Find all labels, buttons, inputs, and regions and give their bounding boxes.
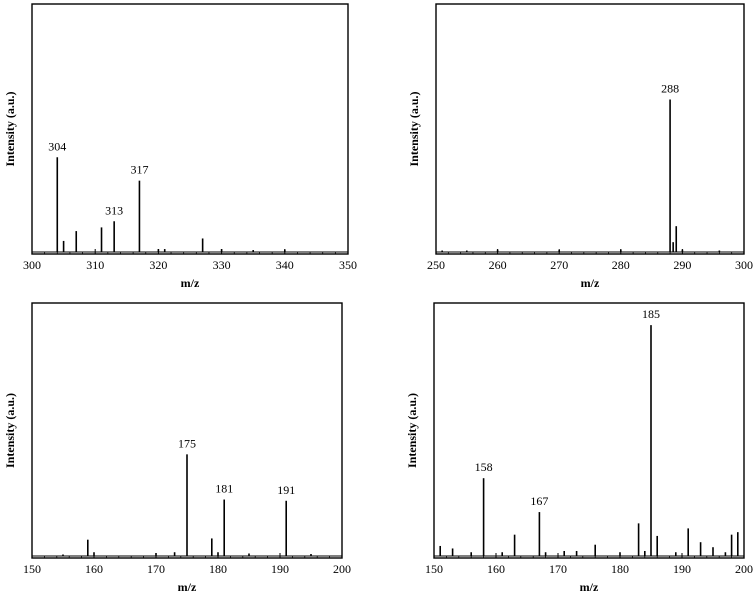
x-tick-label: 300 [735, 258, 753, 272]
peak-label-185: 185 [642, 307, 660, 321]
x-tick-label: 260 [489, 258, 507, 272]
x-tick-label: 320 [149, 258, 167, 272]
x-tick-label: 270 [550, 258, 568, 272]
plot-frame [31, 3, 349, 255]
y-axis-label: Intensity (a.u.) [405, 393, 419, 468]
x-tick-label: 300 [23, 258, 41, 272]
x-tick-label: 340 [276, 258, 294, 272]
x-tick-label: 200 [333, 562, 351, 576]
x-axis-label: m/z [581, 276, 600, 290]
x-tick-label: 200 [735, 562, 753, 576]
y-axis-label: Intensity (a.u.) [407, 91, 421, 166]
x-axis-label: m/z [178, 580, 197, 594]
peak-label-181: 181 [215, 482, 233, 496]
x-axis-label: m/z [181, 276, 200, 290]
x-tick-label: 150 [23, 562, 41, 576]
x-tick-label: 280 [612, 258, 630, 272]
x-axis-label: m/z [580, 580, 599, 594]
x-tick-label: 190 [271, 562, 289, 576]
spectrum-panel-2: 250 260 270 280 290 300 m/z Intensity (a.u.) 288 [407, 3, 753, 290]
plot-frame [433, 302, 745, 559]
x-tick-label: 190 [673, 562, 691, 576]
spectrum-panel-1: 300 310 320 330 340 350 m/z Intensity (a.u.) 304… [3, 3, 357, 290]
peak-label-158: 158 [475, 460, 493, 474]
peak-label-175: 175 [178, 436, 196, 450]
x-tick-label: 180 [209, 562, 227, 576]
x-tick-label: 160 [487, 562, 505, 576]
x-tick-label: 150 [425, 562, 443, 576]
y-axis-label: Intensity (a.u.) [3, 393, 17, 468]
peak-label-317: 317 [130, 163, 148, 177]
spectrum-panel-3: 150 160 170 180 190 200 m/z Intensity (a.u.) 175… [3, 302, 351, 594]
x-tick-label: 330 [213, 258, 231, 272]
plot-frame [435, 3, 745, 255]
x-tick-label: 350 [339, 258, 357, 272]
x-tick-label: 250 [427, 258, 445, 272]
x-tick-label: 170 [549, 562, 567, 576]
peak-label-288: 288 [661, 81, 679, 95]
x-tick-label: 310 [86, 258, 104, 272]
x-tick-label: 170 [147, 562, 165, 576]
y-axis-label: Intensity (a.u.) [3, 91, 17, 166]
x-tick-label: 180 [611, 562, 629, 576]
x-tick-label: 160 [85, 562, 103, 576]
peak-label-313: 313 [105, 203, 123, 217]
peak-label-191: 191 [277, 483, 295, 497]
spectrum-panel-4: 150 160 170 180 190 200 m/z Intensity (a.u.) 158… [405, 302, 753, 594]
peak-label-167: 167 [530, 494, 548, 508]
x-tick-label: 290 [673, 258, 691, 272]
plot-frame [31, 302, 343, 559]
peak-label-304: 304 [48, 139, 66, 153]
